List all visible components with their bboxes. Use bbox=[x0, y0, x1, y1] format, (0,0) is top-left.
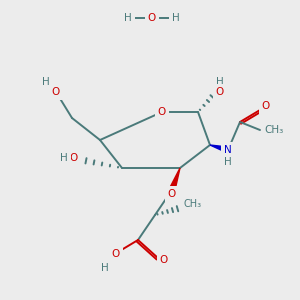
Text: H: H bbox=[124, 13, 132, 23]
Text: H: H bbox=[60, 153, 68, 163]
Text: H: H bbox=[101, 263, 109, 273]
Text: O: O bbox=[216, 87, 224, 97]
Polygon shape bbox=[169, 168, 180, 191]
Text: O: O bbox=[70, 153, 78, 163]
Text: O: O bbox=[168, 189, 176, 199]
Text: O: O bbox=[112, 249, 120, 259]
Text: H: H bbox=[42, 77, 50, 87]
Polygon shape bbox=[210, 145, 229, 153]
Text: CH₃: CH₃ bbox=[264, 125, 283, 135]
Text: O: O bbox=[158, 107, 166, 117]
Text: H: H bbox=[172, 13, 180, 23]
Text: H: H bbox=[224, 157, 232, 167]
Text: O: O bbox=[148, 13, 156, 23]
Text: O: O bbox=[160, 255, 168, 265]
Text: O: O bbox=[262, 101, 270, 111]
Text: O: O bbox=[52, 87, 60, 97]
Text: CH₃: CH₃ bbox=[183, 199, 201, 209]
Text: H: H bbox=[216, 77, 224, 87]
Text: N: N bbox=[224, 145, 232, 155]
